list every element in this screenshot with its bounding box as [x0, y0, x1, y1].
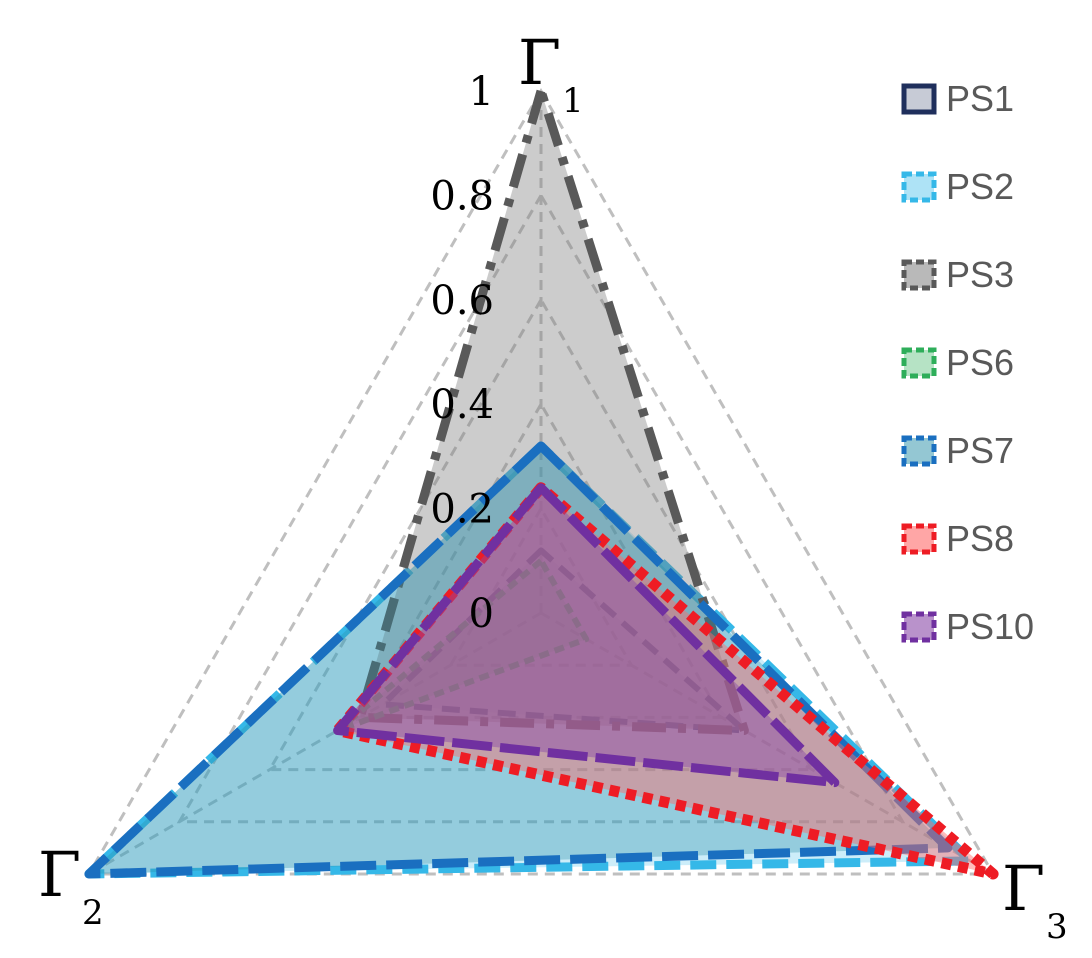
legend-swatch-ps8 — [901, 523, 937, 555]
legend-swatch-ps10 — [901, 611, 937, 643]
axis-label-subscript: 1 — [562, 81, 584, 121]
legend-label-ps3: PS3 — [946, 254, 1014, 295]
legend-swatch-ps6 — [901, 347, 937, 379]
series-ps6 — [334, 557, 590, 734]
legend: PS1 PS2 PS3 PS6 PS7 PS8 PS10 — [901, 78, 1034, 647]
legend-swatch-ps2 — [901, 171, 937, 203]
legend-label-ps10: PS10 — [946, 606, 1034, 647]
axis-label-gamma2: Γ — [38, 838, 81, 911]
series-ps10 — [333, 483, 840, 788]
legend-swatch-ps7 — [901, 435, 937, 467]
axis-label-subscript: 3 — [1046, 907, 1068, 947]
legend-swatch-ps3 — [901, 259, 937, 291]
tick-label: 0.4 — [430, 382, 494, 428]
legend-label-ps1: PS1 — [946, 78, 1014, 119]
tick-label: 0.8 — [430, 173, 494, 219]
grid-spoke — [88, 611, 542, 876]
grid-ring — [447, 505, 635, 667]
legend-label-ps6: PS6 — [946, 342, 1014, 383]
tick-labels: 0 0.2 0.4 0.6 0.8 1 — [430, 69, 494, 637]
axis-label-subscript: 2 — [82, 893, 104, 933]
series-ps1 — [379, 547, 748, 734]
legend-label-ps7: PS7 — [946, 430, 1014, 471]
grid-ring — [176, 192, 906, 824]
tick-label: 0.2 — [430, 487, 494, 533]
tick-label: 1 — [469, 69, 494, 115]
legend-label-ps8: PS8 — [946, 518, 1014, 559]
grid-spoke — [540, 611, 994, 876]
series-ps7 — [84, 441, 953, 879]
axis-label-gamma3: Γ — [1002, 852, 1045, 925]
series-ps3 — [355, 86, 749, 735]
tick-label: 0 — [469, 591, 494, 637]
tick-label: 0.6 — [430, 278, 494, 324]
legend-swatch-ps1 — [901, 83, 937, 115]
legend-label-ps2: PS2 — [946, 166, 1014, 207]
series-layer — [84, 86, 999, 880]
axis-label-gamma1: Γ — [518, 26, 561, 99]
